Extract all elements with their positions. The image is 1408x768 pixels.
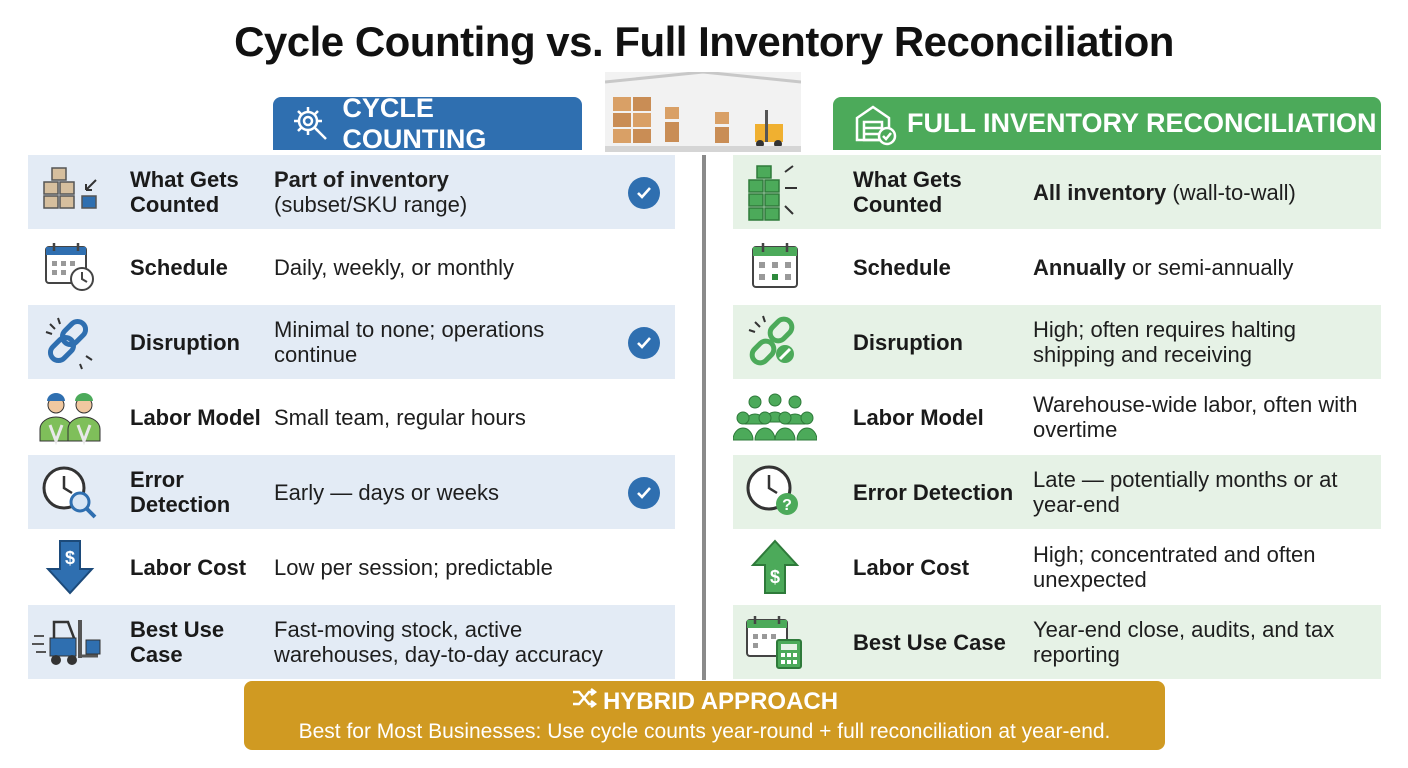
worker-crowd-icon: [733, 380, 817, 455]
table-row: Labor Model Warehouse-wide labor, often …: [733, 380, 1381, 455]
svg-text:$: $: [65, 548, 75, 568]
full-reconciliation-header: FULL INVENTORY RECONCILIATION: [833, 97, 1381, 150]
svg-text:?: ?: [782, 497, 792, 514]
table-row: ? Error Detection Late — potentially mon…: [733, 455, 1381, 530]
row-value: Daily, weekly, or monthly: [274, 254, 515, 280]
table-row: $ Labor Cost Low per session; predictabl…: [28, 530, 675, 605]
check-icon: [628, 477, 660, 509]
row-value: All inventory (wall-to-wall): [1033, 179, 1296, 205]
hybrid-title-row: HYBRID APPROACH: [244, 687, 1165, 716]
gear-magnifier-icon: [289, 102, 332, 146]
svg-text:$: $: [770, 567, 780, 587]
dollar-up-arrow-icon: $: [733, 530, 817, 605]
table-row: Schedule Daily, weekly, or monthly: [28, 230, 675, 305]
table-row: Disruption High; often requires halting …: [733, 305, 1381, 380]
row-label: Schedule: [130, 254, 228, 280]
column-divider: [702, 155, 706, 680]
cycle-counting-title: CYCLE COUNTING: [342, 92, 487, 154]
row-label: Best Use Case: [853, 629, 1006, 655]
row-label: What Gets Counted: [130, 167, 239, 217]
warehouse-check-icon: [853, 102, 897, 146]
clock-question-icon: ?: [733, 455, 817, 530]
table-row: $ Labor Cost High; concentrated and ofte…: [733, 530, 1381, 605]
row-value: Annually or semi-annually: [1033, 254, 1294, 280]
row-label: Labor Cost: [853, 554, 970, 580]
row-value: Late — potentially months or at year-end: [1033, 467, 1338, 517]
chain-link-icon: [28, 305, 112, 380]
row-value: Early — days or weeks: [274, 479, 499, 505]
broken-chain-icon: [733, 305, 817, 380]
shuffle-icon: [571, 687, 598, 716]
row-label: Labor Model: [130, 404, 261, 430]
row-label: What Gets Counted: [853, 167, 962, 217]
clock-magnifier-icon: [28, 455, 112, 530]
row-value: Year-end close, audits, and tax reportin…: [1033, 617, 1335, 667]
row-value: Minimal to none; operations continue: [274, 317, 545, 367]
table-row: Labor Model Small team, regular hours: [28, 380, 675, 455]
row-label: Labor Model: [853, 404, 984, 430]
row-label: Error Detection: [853, 479, 1014, 505]
hybrid-title: HYBRID APPROACH: [602, 687, 839, 715]
boxes-inward-icon: [28, 155, 112, 230]
calendar-clock-icon: [28, 230, 112, 305]
page-title: Cycle Counting vs. Full Inventory Reconc…: [234, 18, 1174, 65]
table-row: Schedule Annually or semi-annually: [733, 230, 1381, 305]
check-icon: [628, 327, 660, 359]
row-label: Labor Cost: [130, 554, 247, 580]
table-row: What Gets Counted Part of inventory (subs…: [28, 155, 675, 230]
table-row: Best Use Case Fast-moving stock, active …: [28, 605, 675, 680]
row-value: Warehouse-wide labor, often with overtim…: [1033, 392, 1358, 442]
row-value: Part of inventory (subset/SKU range): [274, 167, 468, 217]
hybrid-description: Best for Most Businesses: Use cycle coun…: [298, 720, 1111, 743]
row-label: Error Detection: [130, 467, 231, 517]
calendar-icon: [733, 230, 817, 305]
table-row: What Gets Counted All inventory (wall-to…: [733, 155, 1381, 230]
warehouse-illustration: [604, 70, 802, 152]
full-reconciliation-table: What Gets Counted All inventory (wall-to…: [733, 155, 1381, 680]
check-icon: [628, 177, 660, 209]
table-row: Best Use Case Year-end close, audits, an…: [733, 605, 1381, 680]
hybrid-approach-banner: HYBRID APPROACH Best for Most Businesses…: [244, 681, 1165, 750]
full-reconciliation-title: FULL INVENTORY RECONCILIATION: [907, 108, 1377, 138]
two-workers-icon: [28, 380, 112, 455]
row-value: Low per session; predictable: [274, 554, 553, 580]
forklift-icon: [28, 605, 112, 680]
row-value: Fast-moving stock, active warehouses, da…: [274, 617, 603, 667]
dollar-down-arrow-icon: $: [28, 530, 112, 605]
row-label: Disruption: [853, 329, 963, 355]
row-label: Schedule: [853, 254, 951, 280]
row-value: High; concentrated and often unexpected: [1033, 542, 1316, 592]
cycle-counting-table: What Gets Counted Part of inventory (subs…: [28, 155, 675, 680]
calendar-calculator-icon: [733, 605, 817, 680]
row-label: Disruption: [130, 329, 240, 355]
row-label: Best Use Case: [130, 617, 225, 667]
boxes-outward-icon: [733, 155, 817, 230]
row-value: Small team, regular hours: [274, 404, 526, 430]
table-row: Disruption Minimal to none; operations c…: [28, 305, 675, 380]
row-value: High; often requires halting shipping an…: [1033, 317, 1296, 367]
cycle-counting-header: CYCLE COUNTING: [273, 93, 582, 154]
table-row: Error Detection Early — days or weeks: [28, 455, 675, 530]
